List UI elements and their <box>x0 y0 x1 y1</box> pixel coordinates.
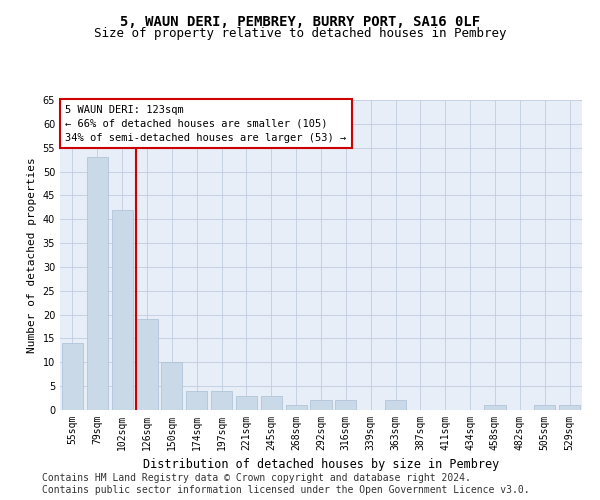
Y-axis label: Number of detached properties: Number of detached properties <box>27 157 37 353</box>
Text: 5, WAUN DERI, PEMBREY, BURRY PORT, SA16 0LF: 5, WAUN DERI, PEMBREY, BURRY PORT, SA16 … <box>120 15 480 29</box>
Text: 5 WAUN DERI: 123sqm
← 66% of detached houses are smaller (105)
34% of semi-detac: 5 WAUN DERI: 123sqm ← 66% of detached ho… <box>65 104 346 142</box>
Bar <box>112 210 133 410</box>
Bar <box>559 405 580 410</box>
Bar <box>236 396 257 410</box>
Bar <box>186 391 207 410</box>
Bar <box>136 320 158 410</box>
Bar <box>211 391 232 410</box>
Bar <box>62 343 83 410</box>
Bar <box>310 400 332 410</box>
Text: Size of property relative to detached houses in Pembrey: Size of property relative to detached ho… <box>94 28 506 40</box>
Bar <box>534 405 555 410</box>
Bar <box>161 362 182 410</box>
Bar <box>286 405 307 410</box>
Bar <box>87 157 108 410</box>
Bar <box>484 405 506 410</box>
Bar <box>385 400 406 410</box>
X-axis label: Distribution of detached houses by size in Pembrey: Distribution of detached houses by size … <box>143 458 499 471</box>
Bar <box>335 400 356 410</box>
Bar <box>261 396 282 410</box>
Text: Contains HM Land Registry data © Crown copyright and database right 2024.
Contai: Contains HM Land Registry data © Crown c… <box>42 474 530 495</box>
